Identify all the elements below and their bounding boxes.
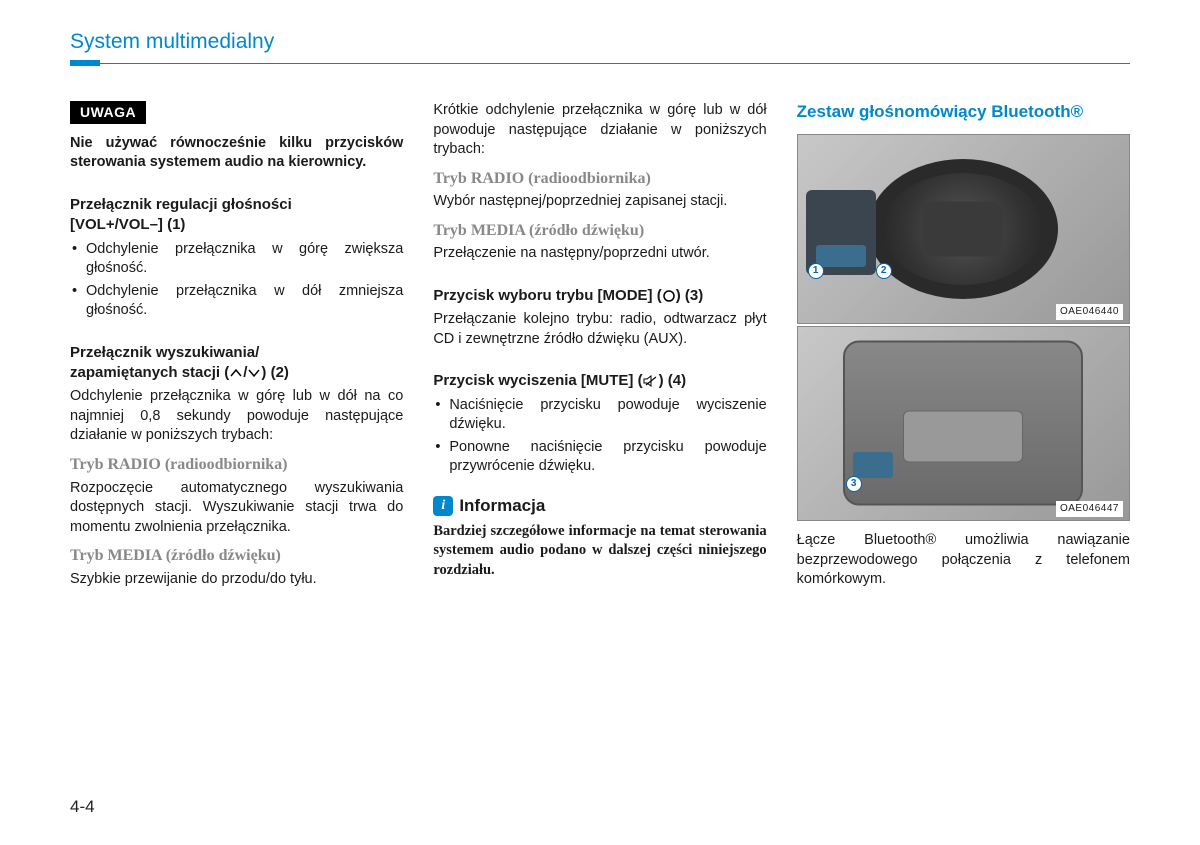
mute-btn-heading: Przycisk wyciszenia [MUTE] () (4) bbox=[433, 371, 766, 391]
mode-circle-icon bbox=[662, 289, 676, 303]
seek-down-icon bbox=[247, 368, 261, 378]
bluetooth-heading: Zestaw głośnomówiący Bluetooth® bbox=[797, 101, 1130, 124]
content-columns: UWAGA Nie używać równocześnie kilku przy… bbox=[70, 101, 1130, 590]
mute-bullets: Naciśnięcie przycisku powoduje wyciszeni… bbox=[433, 396, 766, 477]
vol-bullet-1: Odchylenie przełącznika w górę zwiększa … bbox=[70, 240, 403, 279]
seek-heading-line1: Przełącznik wyszukiwania/ bbox=[70, 343, 403, 363]
info-title: Informacja bbox=[459, 495, 545, 518]
image-code-2: OAE046447 bbox=[1056, 501, 1123, 517]
vol-bullets: Odchylenie przełącznika w górę zwiększa … bbox=[70, 240, 403, 321]
callout-1: 1 bbox=[808, 263, 824, 279]
vol-heading-line1: Przełącznik regulacji głośności bbox=[70, 195, 403, 215]
vol-heading: Przełącznik regulacji głośności [VOL+/VO… bbox=[70, 195, 403, 236]
mute-icon bbox=[643, 375, 659, 387]
page-number: 4-4 bbox=[70, 797, 95, 817]
notice-label: UWAGA bbox=[70, 101, 146, 124]
col2-intro: Krótkie odchylenie przełącznika w górę l… bbox=[433, 101, 766, 160]
bluetooth-body: Łącze Bluetooth® umożliwia nawiązanie be… bbox=[797, 531, 1130, 590]
page-header: System multimedialny bbox=[70, 30, 1130, 54]
steering-wheel-image: 1 2 OAE046440 bbox=[797, 134, 1130, 324]
vol-bullet-2: Odchylenie przełącznika w dół zmniejsza … bbox=[70, 282, 403, 321]
image-code-1: OAE046440 bbox=[1056, 304, 1123, 320]
overhead-console-image: 3 OAE046447 bbox=[797, 326, 1130, 521]
radio-mode-heading-2: Tryb RADIO (radioodbiornika) bbox=[433, 168, 766, 190]
seek-heading-line2: zapamiętanych stacji (/) (2) bbox=[70, 363, 403, 383]
callout-3: 3 bbox=[846, 476, 862, 492]
media-mode-heading-2: Tryb MEDIA (źródło dźwięku) bbox=[433, 220, 766, 242]
info-text: Bardziej szczegółowe informacje na temat… bbox=[433, 522, 766, 581]
seek-heading: Przełącznik wyszukiwania/ zapamiętanych … bbox=[70, 343, 403, 384]
info-icon: i bbox=[433, 496, 453, 516]
radio-text-2: Wybór następnej/poprzedniej zapisanej st… bbox=[433, 192, 766, 212]
callout-2: 2 bbox=[876, 263, 892, 279]
mode-btn-heading: Przycisk wyboru trybu [MODE] () (3) bbox=[433, 286, 766, 306]
console-shape bbox=[843, 341, 1083, 506]
notice-text: Nie używać równocześnie kilku przycisków… bbox=[70, 134, 403, 173]
seek-text: Odchylenie przełącznika w górę lub w dół… bbox=[70, 387, 403, 446]
media-mode-heading-1: Tryb MEDIA (źródło dźwięku) bbox=[70, 545, 403, 567]
mute-bullet-1: Naciśnięcie przycisku powoduje wyciszeni… bbox=[433, 396, 766, 435]
mute-bullet-2: Ponowne naciśnięcie przycisku powoduje p… bbox=[433, 438, 766, 477]
media-text-1: Szybkie przewijanie do przodu/do tyłu. bbox=[70, 570, 403, 590]
mode-btn-text: Przełączanie kolejno trybu: radio, odtwa… bbox=[433, 310, 766, 349]
media-text-2: Przełączenie na następny/poprzedni utwór… bbox=[433, 244, 766, 264]
info-row: i Informacja bbox=[433, 495, 766, 518]
column-1: UWAGA Nie używać równocześnie kilku przy… bbox=[70, 101, 403, 590]
vol-heading-line2: [VOL+/VOL–] (1) bbox=[70, 215, 403, 235]
column-3: Zestaw głośnomówiący Bluetooth® 1 2 OAE0… bbox=[797, 101, 1130, 590]
steering-wheel-shape bbox=[868, 159, 1058, 299]
header-rule bbox=[70, 60, 1130, 66]
seek-up-icon bbox=[229, 368, 243, 378]
column-2: Krótkie odchylenie przełącznika w górę l… bbox=[433, 101, 766, 590]
radio-mode-heading-1: Tryb RADIO (radioodbiornika) bbox=[70, 454, 403, 476]
radio-text-1: Rozpoczęcie automatycznego wyszukiwania … bbox=[70, 479, 403, 538]
